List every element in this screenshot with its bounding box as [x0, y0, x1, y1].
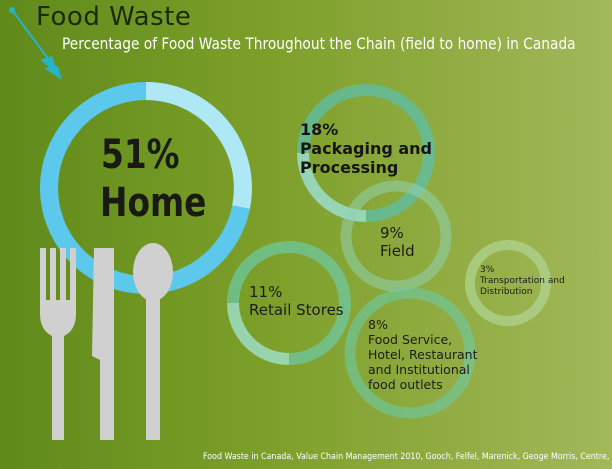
source-citation: Food Waste in Canada, Value Chain Manage…: [203, 452, 612, 462]
retail-ring-highlight: [227, 302, 290, 365]
field-ring: [340, 180, 452, 292]
transport-percent: 3%: [480, 265, 495, 275]
packaging-label-line2: Processing: [300, 158, 399, 177]
food-service-label-line1: Food Service,: [368, 332, 453, 347]
transport-label-line2: Distribution: [480, 287, 533, 297]
transport-ring: [465, 240, 551, 326]
food-service-percent: 8%: [368, 317, 388, 332]
packaging-label-line1: Packaging and: [300, 139, 433, 158]
knife-icon: [92, 248, 114, 440]
packaging-text: 18% Packaging and Processing: [300, 120, 432, 177]
retail-label: Retail Stores: [249, 301, 344, 319]
field-percent: 9%: [380, 224, 404, 242]
food-service-label-line2: Hotel, Restaurant: [368, 347, 478, 362]
retail-percent: 11%: [249, 283, 283, 301]
retail-text: 11% Retail Stores: [249, 283, 344, 319]
home-percent: 51%: [101, 132, 180, 178]
transport-label-line1: Transportation and: [480, 276, 565, 286]
field-text: 9% Field: [380, 224, 415, 260]
food-service-ring: [344, 287, 476, 419]
page-subtitle: Percentage of Food Waste Throughout the …: [62, 34, 576, 53]
arrow-icon: [9, 7, 62, 80]
spoon-icon: [133, 243, 173, 440]
page-title: Food Waste: [36, 2, 192, 32]
transport-text: 3% Transportation and Distribution: [480, 265, 565, 298]
packaging-percent: 18%: [300, 120, 339, 139]
food-service-label-line3: and Institutional: [368, 362, 470, 377]
food-service-text: 8% Food Service, Hotel, Restaurant and I…: [368, 317, 478, 392]
fork-icon: [40, 248, 76, 440]
home-label: Home: [100, 180, 207, 226]
home-ring-highlight: [145, 82, 252, 209]
field-label: Field: [380, 242, 415, 260]
food-service-label-line4: food outlets: [368, 377, 443, 392]
